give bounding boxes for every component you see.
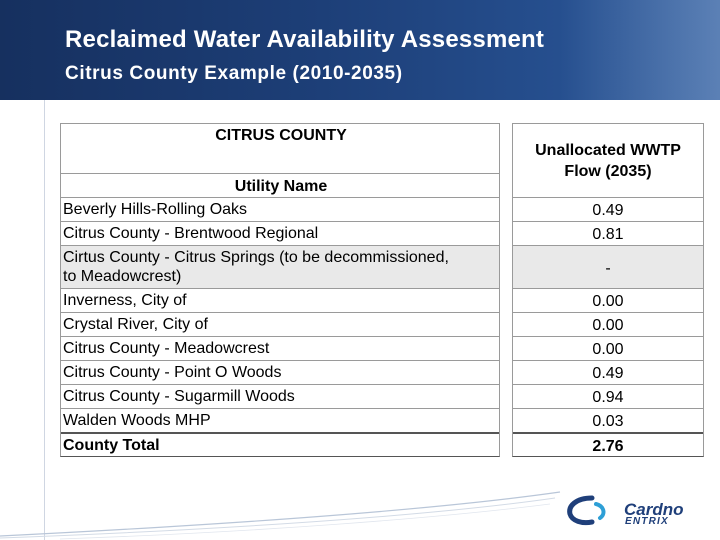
table-row: Crystal River, City of [61,312,499,336]
table-row: Citrus County - Point O Woods [61,360,499,384]
table-cell-value: 0.49 [513,360,703,384]
county-total-value: 2.76 [513,432,703,456]
table-cell-value: 0.49 [513,197,703,221]
table-row: Citrus County - Sugarmill Woods [61,384,499,408]
table-row: Cirtus County - Citrus Springs (to be de… [61,245,499,288]
table-row: Walden Woods MHP [61,408,499,432]
slide-header: Reclaimed Water Availability Assessment … [0,0,720,100]
flow-header-line: Flow (2035) [564,163,652,180]
slide-title: Reclaimed Water Availability Assessment [65,26,545,53]
footer-swoosh [0,491,561,540]
cardno-logo-icon [567,495,606,526]
table-cell-value: 0.94 [513,384,703,408]
header-gradient [560,0,720,100]
table-cell-value: - [513,245,703,288]
row-name-line: Cirtus County - Citrus Springs (to be de… [63,249,449,266]
table-row: Inverness, City of [61,288,499,312]
table-cell-value: 0.00 [513,336,703,360]
table-row: Citrus County - Brentwood Regional [61,221,499,245]
table-cell-value: 0.03 [513,408,703,432]
row-name-line: to Meadowcrest) [63,268,182,285]
county-total-label: County Total [61,432,499,456]
table-row: Beverly Hills-Rolling Oaks [61,197,499,221]
unallocated-flow-table: Unallocated WWTP Flow (2035) 0.49 0.81 -… [512,123,704,457]
table-cell-value: 0.81 [513,221,703,245]
logo-subtext: ENTRIX [625,516,669,527]
table-row: Citrus County - Meadowcrest [61,336,499,360]
utility-name-table: CITRUS COUNTY Utility Name Beverly Hills… [60,123,500,457]
utility-name-header: Utility Name [61,173,499,197]
left-divider [44,100,45,540]
table-cell-value: 0.00 [513,312,703,336]
logo-wordmark: Cardno [624,500,684,519]
county-header: CITRUS COUNTY [215,127,347,144]
flow-header-line: Unallocated WWTP [535,142,681,159]
flow-header: Unallocated WWTP Flow (2035) [513,124,703,197]
slide-subtitle: Citrus County Example (2010-2035) [65,63,403,84]
table-cell-value: 0.00 [513,288,703,312]
